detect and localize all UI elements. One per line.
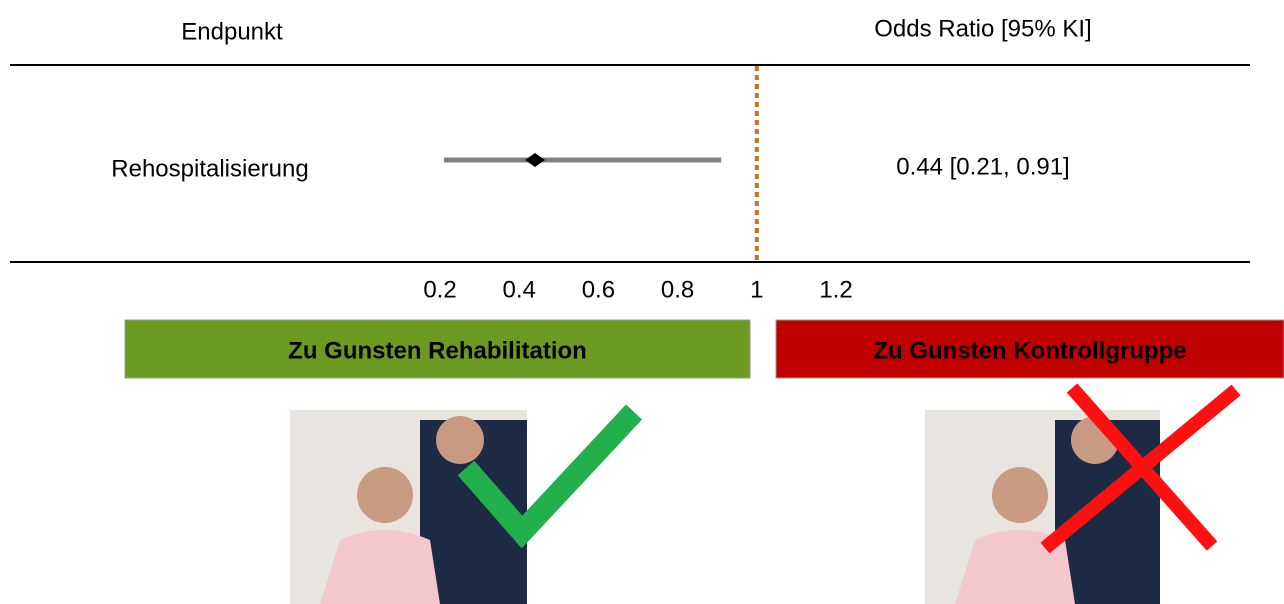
point-estimate (525, 153, 546, 167)
x-tick-label: 1.2 (819, 276, 852, 303)
x-tick-label: 0.4 (503, 276, 536, 303)
value-label: 0.44 [0.21, 0.91] (896, 153, 1069, 180)
x-tick-label: 0.2 (423, 276, 456, 303)
x-tick-label: 0.6 (582, 276, 615, 303)
cross-icon (1040, 383, 1241, 554)
x-tick-label: 0.8 (661, 276, 694, 303)
x-tick-label: 1 (750, 276, 763, 303)
column-header: Odds Ratio [95% KI] (874, 15, 1091, 42)
check-icon (457, 404, 643, 549)
favor-box (124, 319, 751, 379)
favor-label: Zu Gunsten Rehabilitation (288, 337, 587, 364)
favor-box (775, 319, 1284, 379)
column-header: Endpunkt (181, 18, 283, 45)
row-label: Rehospitalisierung (111, 155, 308, 182)
favor-label: Zu Gunsten Kontrollgruppe (873, 337, 1186, 364)
